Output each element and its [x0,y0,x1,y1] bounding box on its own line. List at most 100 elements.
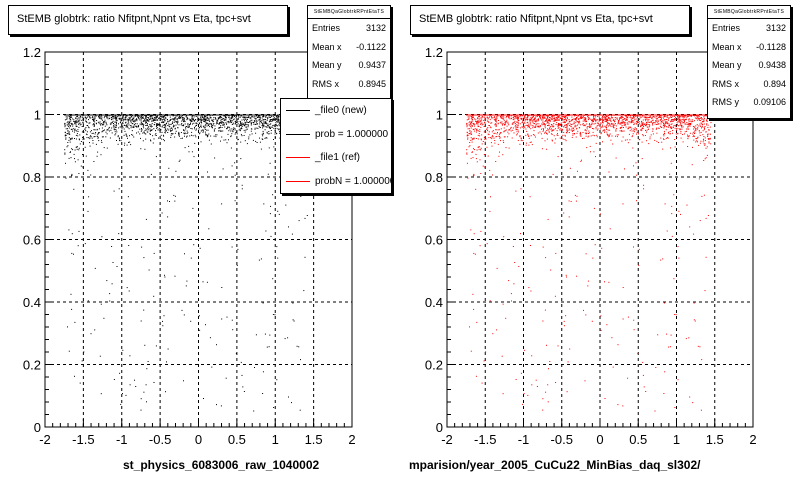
scatter-point [248,114,250,116]
scatter-point [157,123,159,125]
scatter-point [144,114,146,116]
scatter-point [67,121,69,123]
scatter-point [120,120,122,122]
scatter-point [73,188,75,190]
scatter-point [109,115,111,117]
scatter-point [134,379,135,381]
scatter-point [645,129,646,131]
scatter-point [135,114,137,116]
scatter-point [642,122,644,124]
scatter-point [683,119,685,121]
scatter-point [466,122,468,124]
scatter-point [677,120,679,122]
scatter-point [86,131,88,133]
scatter-point [160,134,162,136]
scatter-point [172,115,174,117]
scatter-point [262,132,264,134]
scatter-point [116,121,117,123]
scatter-point [98,117,100,119]
scatter-point [86,137,88,139]
scatter-point [89,116,91,118]
scatter-point [256,115,257,117]
scatter-point [156,127,158,129]
scatter-point [228,114,230,116]
scatter-point [598,123,599,125]
scatter-point [695,141,697,143]
scatter-point [136,115,138,116]
scatter-point [113,126,115,128]
scatter-point [172,133,174,135]
scatter-point [181,309,183,311]
scatter-point [137,116,139,118]
scatter-point [547,218,549,220]
scatter-point [233,129,235,131]
scatter-point [673,125,675,127]
scatter-point [202,118,204,120]
scatter-point [67,114,69,116]
scatter-point [94,121,96,123]
scatter-point [67,133,69,135]
scatter-point [248,138,250,140]
scatter-point [628,133,630,135]
scatter-point [619,117,621,119]
scatter-point [262,114,264,116]
scatter-point [155,130,156,132]
scatter-point [545,131,546,133]
scatter-point [140,116,142,118]
scatter-point [502,303,504,305]
scatter-point [100,118,102,120]
scatter-point [537,132,539,134]
scatter-point [572,133,574,135]
scatter-point [68,132,70,134]
scatter-point [525,144,527,146]
scatter-point [111,132,113,134]
scatter-point [276,117,277,119]
scatter-point [304,256,306,258]
scatter-point [226,142,228,144]
scatter-point [517,126,519,128]
scatter-point [198,119,200,121]
scatter-point [130,122,132,124]
scatter-point [107,118,109,120]
scatter-point [191,121,193,122]
scatter-point [253,122,254,123]
scatter-point [64,132,66,134]
scatter-point [158,117,160,119]
scatter-point [244,114,246,116]
scatter-point [183,118,185,120]
scatter-point [494,119,496,121]
scatter-point [159,129,161,131]
scatter-point [674,146,676,148]
scatter-point [510,114,512,116]
scatter-point [235,117,237,118]
scatter-point [141,117,143,119]
scatter-point [163,116,165,118]
scatter-point [152,120,154,121]
scatter-point [470,137,472,139]
scatter-point [474,128,476,130]
scatter-point [165,125,167,127]
scatter-point [693,302,695,304]
scatter-point [545,131,547,133]
scatter-point [579,133,581,135]
scatter-point [162,320,163,322]
scatter-point [127,121,129,123]
scatter-point [145,117,147,119]
scatter-point [189,114,191,116]
scatter-point [121,122,123,124]
scatter-point [181,120,183,122]
scatter-point [483,131,485,133]
scatter-point [574,194,576,196]
scatter-point [178,133,179,135]
scatter-point [98,140,100,142]
scatter-point [636,129,638,131]
scatter-point [89,114,91,116]
scatter-point [545,120,546,122]
scatter-point [640,124,642,126]
scatter-point [133,126,135,128]
scatter-point [665,129,667,131]
scatter-point [626,139,628,141]
scatter-point [85,130,87,132]
scatter-point [703,119,705,121]
scatter-point [604,130,606,132]
